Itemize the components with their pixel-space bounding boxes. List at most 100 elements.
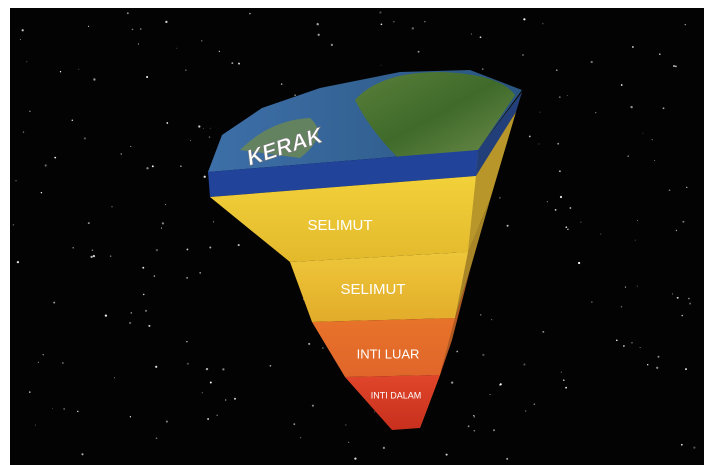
star [654,160,656,161]
outer-core [312,318,455,377]
star [37,361,39,363]
star [522,54,524,56]
star [393,21,395,23]
star [624,286,626,288]
star [479,36,482,39]
star [482,353,485,357]
star [620,84,623,86]
star [113,377,115,379]
star [554,209,557,211]
star [120,153,122,155]
star [563,379,565,381]
star [21,29,24,32]
star [565,226,568,229]
star [662,107,665,110]
star [62,362,64,364]
star [237,244,240,247]
star [184,69,187,72]
star [470,33,472,35]
star [26,61,28,63]
star [88,25,90,27]
star [538,143,540,145]
star [151,165,154,168]
star [632,46,634,48]
star [209,246,212,249]
star [161,222,165,225]
star [523,18,526,21]
star [91,249,94,251]
star [54,156,57,159]
star [490,318,493,321]
star [231,62,234,64]
star [144,309,148,312]
star [19,39,21,41]
star [424,21,426,23]
star [473,414,475,417]
star [567,228,569,231]
star [180,165,182,167]
star [689,302,692,305]
star [569,207,572,209]
crust-band [208,150,478,197]
star [523,363,526,366]
star [560,371,562,373]
star [380,23,383,26]
star [12,224,15,226]
star [218,50,221,53]
star [379,11,382,14]
star [467,425,470,428]
star [186,277,188,279]
star [480,314,482,316]
side-mantle-1 [468,112,516,252]
star [186,362,189,365]
star [78,68,80,70]
star [186,341,188,343]
star [42,354,44,356]
mantle-label-1: SELIMUT [307,217,372,234]
star [205,367,209,371]
star [249,12,251,15]
star [634,239,636,241]
star [203,175,206,178]
star [524,410,527,412]
star [202,127,204,129]
star [165,20,168,24]
land-patch [240,118,318,158]
star [591,301,593,303]
land [355,72,515,160]
star [382,446,386,450]
star [321,347,324,349]
star [16,260,20,264]
star [506,224,509,227]
star [354,457,357,460]
star [684,23,687,26]
star [528,135,531,138]
star [209,381,212,384]
star [293,423,296,426]
star [636,219,638,221]
star [83,137,86,140]
star [165,204,167,206]
star [238,62,240,65]
star [566,95,568,97]
star [685,368,687,371]
star [590,60,593,64]
star [651,138,653,141]
star [199,272,202,274]
star [146,167,149,170]
star [146,75,149,79]
star [473,430,476,432]
star [676,296,679,299]
star [647,364,649,366]
outer-core-label: INTI LUAR [357,346,420,361]
star [72,247,74,249]
star [451,381,454,384]
star [559,195,563,199]
star [280,83,283,85]
star [615,339,618,342]
star [155,437,158,440]
star [330,43,334,47]
star [631,341,633,344]
star [40,191,43,194]
